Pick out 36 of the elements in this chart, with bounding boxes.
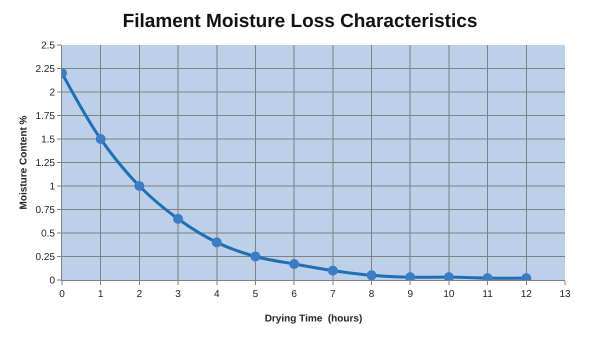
x-tick-label: 1 <box>98 289 104 300</box>
x-tick-label: 5 <box>252 289 259 300</box>
x-tick-label: 11 <box>482 289 494 300</box>
y-tick-label: 2.25 <box>36 64 56 75</box>
y-tick-label: 2 <box>49 88 56 98</box>
x-tick-label: 12 <box>520 289 532 300</box>
point <box>250 252 260 262</box>
x-tick-label: 10 <box>443 289 455 300</box>
point <box>366 270 377 280</box>
x-tick-label: 3 <box>175 289 182 300</box>
y-tick-label: 0.5 <box>41 228 56 240</box>
x-tick-label: 4 <box>214 289 220 300</box>
chart-title: Filament Moisture Loss Characteristics <box>122 10 478 32</box>
point <box>212 237 222 248</box>
x-tick-label: 2 <box>136 289 143 300</box>
y-tick-label: 0.75 <box>36 205 56 216</box>
y-tick-label: 1 <box>49 182 56 192</box>
y-axis-title: Moisture Content % <box>18 115 30 210</box>
y-tick-label: 1.25 <box>36 158 56 169</box>
x-tick-label: 13 <box>559 289 571 300</box>
point <box>134 181 144 191</box>
y-tick-label: 2.5 <box>41 40 56 52</box>
y-tick-label: 1.5 <box>41 134 56 146</box>
x-tick-label: 0 <box>59 289 66 300</box>
x-tick-label: 8 <box>368 289 375 300</box>
point <box>173 214 184 224</box>
y-tick-label: 0.25 <box>36 252 56 263</box>
x-tick-label: 6 <box>291 289 298 300</box>
x-tick-label: 9 <box>407 289 414 300</box>
point <box>289 259 300 270</box>
point <box>328 266 338 276</box>
x-tick-label: 7 <box>330 289 336 300</box>
y-tick-label: 0 <box>49 276 56 286</box>
y-tick-label: 1.75 <box>36 111 56 122</box>
x-axis-title: Drying Time (hours) <box>264 314 362 324</box>
point <box>96 134 106 144</box>
